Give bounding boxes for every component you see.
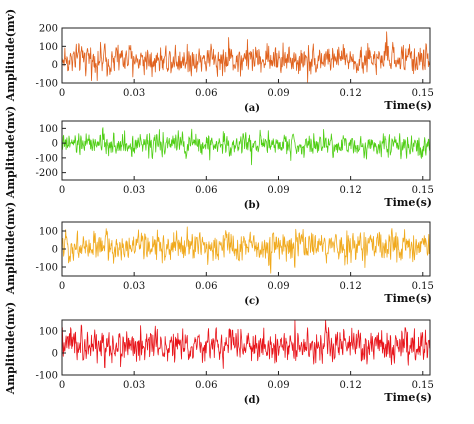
x-tick-label: 0.15 bbox=[412, 281, 434, 292]
signal-line bbox=[61, 226, 431, 274]
panel-label: (b) bbox=[244, 200, 260, 211]
plot-frame bbox=[61, 27, 431, 84]
y-tick-label: -100 bbox=[36, 371, 58, 382]
x-tick-label: 0 bbox=[59, 281, 65, 292]
x-tick-label: 0.06 bbox=[195, 185, 217, 196]
x-tick-label: 0.15 bbox=[412, 185, 434, 196]
x-axis-label: Time(s) bbox=[384, 99, 432, 112]
x-tick-label: 0.09 bbox=[267, 88, 289, 99]
x-tick-label: 0.06 bbox=[195, 281, 217, 292]
x-axis-label: Time(s) bbox=[384, 391, 432, 404]
x-tick-label: 0 bbox=[59, 185, 65, 196]
x-tick-label: 0.03 bbox=[123, 88, 145, 99]
x-tick-label: 0.09 bbox=[267, 281, 289, 292]
x-axis-label: Time(s) bbox=[384, 292, 432, 305]
y-tick-label: -100 bbox=[36, 263, 58, 274]
x-tick-label: 0.15 bbox=[412, 380, 434, 391]
plot-frame bbox=[61, 319, 431, 376]
y-tick-label: 200 bbox=[39, 24, 58, 35]
y-tick-label: 0 bbox=[52, 349, 58, 360]
y-axis-label: Amplitude(mv) bbox=[4, 202, 17, 295]
x-tick-label: 0.06 bbox=[195, 380, 217, 391]
y-tick-label: 100 bbox=[39, 42, 58, 53]
panel-label: (d) bbox=[244, 395, 260, 406]
y-tick-label: -100 bbox=[36, 79, 58, 90]
x-tick-label: 0 bbox=[59, 88, 65, 99]
x-tick-label: 0.12 bbox=[339, 281, 361, 292]
x-tick-label: 0.12 bbox=[339, 88, 361, 99]
y-tick-label: 100 bbox=[39, 124, 58, 135]
signal-line bbox=[61, 127, 431, 166]
x-tick-label: 0.12 bbox=[339, 185, 361, 196]
x-tick-label: 0.06 bbox=[195, 88, 217, 99]
y-tick-label: 100 bbox=[39, 227, 58, 238]
x-tick-label: 0.09 bbox=[267, 380, 289, 391]
y-tick-label: 0 bbox=[52, 60, 58, 71]
y-tick-label: 0 bbox=[52, 245, 58, 256]
x-tick-label: 0.15 bbox=[412, 88, 434, 99]
x-tick-label: 0.03 bbox=[123, 281, 145, 292]
y-axis-label: Amplitude(mv) bbox=[4, 9, 17, 102]
x-tick-label: 0.09 bbox=[267, 185, 289, 196]
x-tick-label: 0 bbox=[59, 380, 65, 391]
signal-line bbox=[61, 320, 431, 369]
y-tick-label: -100 bbox=[36, 153, 58, 164]
y-axis-label: Amplitude(mv) bbox=[4, 106, 17, 199]
panel-label: (a) bbox=[244, 103, 260, 114]
panel-label: (c) bbox=[244, 296, 260, 307]
x-tick-label: 0.12 bbox=[339, 380, 361, 391]
y-tick-label: 0 bbox=[52, 139, 58, 150]
x-tick-label: 0.03 bbox=[123, 380, 145, 391]
plot-frame bbox=[61, 120, 431, 181]
x-axis-label: Time(s) bbox=[384, 196, 432, 209]
signal-line bbox=[61, 31, 431, 83]
y-tick-label: -200 bbox=[36, 168, 58, 179]
y-axis-label: Amplitude(mv) bbox=[4, 302, 17, 395]
y-tick-label: 100 bbox=[39, 327, 58, 338]
x-tick-label: 0.03 bbox=[123, 185, 145, 196]
